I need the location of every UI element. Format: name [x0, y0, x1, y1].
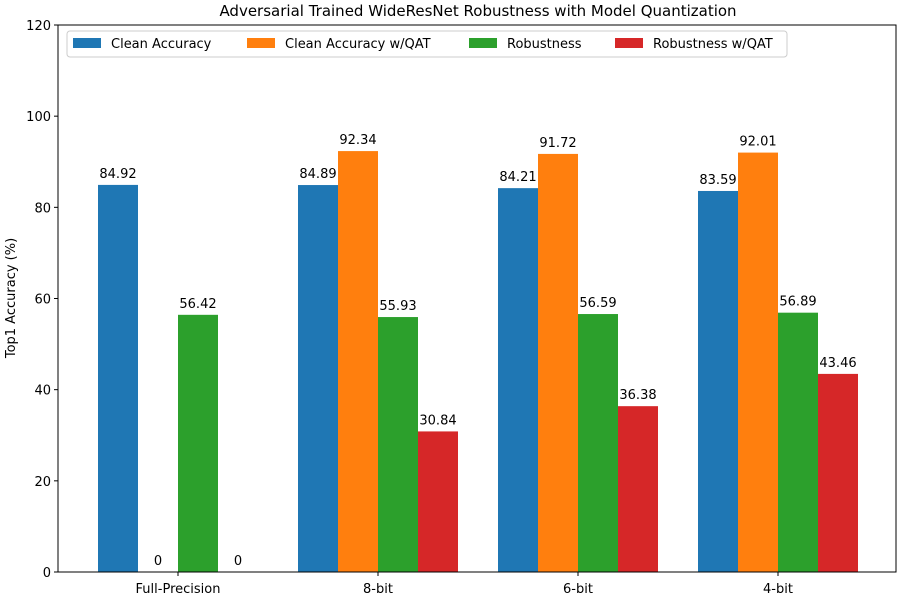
y-axis-label: Top1 Accuracy (%) [4, 238, 19, 359]
chart-title: Adversarial Trained WideResNet Robustnes… [219, 2, 736, 20]
bar-label-clean-accuracy-8-bit: 84.89 [299, 167, 336, 182]
bar-robustness-w-qat-6-bit [618, 406, 658, 572]
y-tick-label: 40 [34, 384, 51, 399]
bar-robustness-4-bit [778, 312, 818, 572]
y-tick-label: 60 [34, 293, 51, 308]
y-tick-label: 20 [34, 475, 51, 490]
legend-box [66, 30, 788, 58]
bar-label-robustness-8-bit: 55.93 [379, 299, 416, 314]
bar-label-robustness-w-qat-6-bit: 36.38 [619, 388, 656, 403]
bar-clean-accuracy-w-qat-6-bit [538, 153, 578, 572]
y-tick-label: 100 [26, 110, 51, 125]
bars-layer [98, 151, 858, 573]
bar-label-clean-accuracy-w-qat-4-bit: 92.01 [739, 135, 776, 150]
bar-label-robustness-w-qat-4-bit: 43.46 [819, 356, 856, 371]
bar-label-clean-accuracy-w-qat-6-bit: 91.72 [539, 136, 576, 151]
y-tick-label: 80 [34, 201, 51, 216]
bar-clean-accuracy-w-qat-4-bit [738, 152, 778, 572]
x-tick-label-full-precision: Full-Precision [136, 582, 221, 597]
bar-label-clean-accuracy-4-bit: 83.59 [699, 173, 736, 188]
bar-clean-accuracy-w-qat-8-bit [338, 151, 378, 572]
bar-robustness-6-bit [578, 314, 618, 572]
legend-label-robustness-w-qat: Robustness w/QAT [653, 37, 773, 52]
bar-robustness-full-precision [178, 314, 218, 572]
bar-label-clean-accuracy-w-qat-8-bit: 92.34 [339, 133, 376, 148]
bar-label-clean-accuracy-6-bit: 84.21 [499, 170, 536, 185]
bar-robustness-w-qat-4-bit [818, 373, 858, 572]
bar-label-robustness-full-precision: 56.42 [179, 297, 216, 312]
legend-swatch-robustness-w-qat [615, 38, 643, 48]
axes-layer: 0 20 40 60 80 100 120 Full-Precision 8-bit 6-bit 4… [26, 19, 897, 597]
bar-robustness-w-qat-8-bit [418, 431, 458, 572]
x-tick-label-4-bit: 4-bit [763, 582, 793, 597]
legend-label-clean-accuracy-w-qat: Clean Accuracy w/QAT [285, 37, 431, 52]
bar-clean-accuracy-full-precision [98, 184, 138, 573]
bar-clean-accuracy-8-bit [298, 185, 338, 572]
bar-clean-accuracy-4-bit [698, 190, 738, 572]
legend-label-robustness: Robustness [507, 37, 582, 52]
legend: Clean Accuracy Clean Accuracy w/QAT Robust… [66, 30, 788, 58]
y-tick-label: 120 [26, 19, 51, 34]
legend-swatch-clean-accuracy [73, 38, 101, 48]
y-tick-label: 0 [43, 566, 51, 581]
bar-labels-layer: 84.92 84.89 84.21 83.59 0 92.34 91.72 92.01 56.4… [99, 133, 856, 569]
legend-swatch-clean-accuracy-w-qat [247, 38, 275, 48]
bar-label-clean-accuracy-full-precision: 84.92 [99, 167, 136, 182]
bar-label-clean-accuracy-w-qat-full-precision: 0 [154, 554, 162, 569]
legend-swatch-robustness [469, 38, 497, 48]
bar-label-robustness-6-bit: 56.59 [579, 296, 616, 311]
bar-label-robustness-4-bit: 56.89 [779, 295, 816, 310]
x-tick-label-6-bit: 6-bit [563, 582, 593, 597]
bar-label-robustness-w-qat-8-bit: 30.84 [419, 413, 456, 428]
legend-label-clean-accuracy: Clean Accuracy [111, 37, 212, 52]
x-tick-label-8-bit: 8-bit [363, 582, 393, 597]
bar-clean-accuracy-6-bit [498, 188, 538, 572]
bar-robustness-8-bit [378, 317, 418, 572]
bar-label-robustness-w-qat-full-precision: 0 [234, 554, 242, 569]
